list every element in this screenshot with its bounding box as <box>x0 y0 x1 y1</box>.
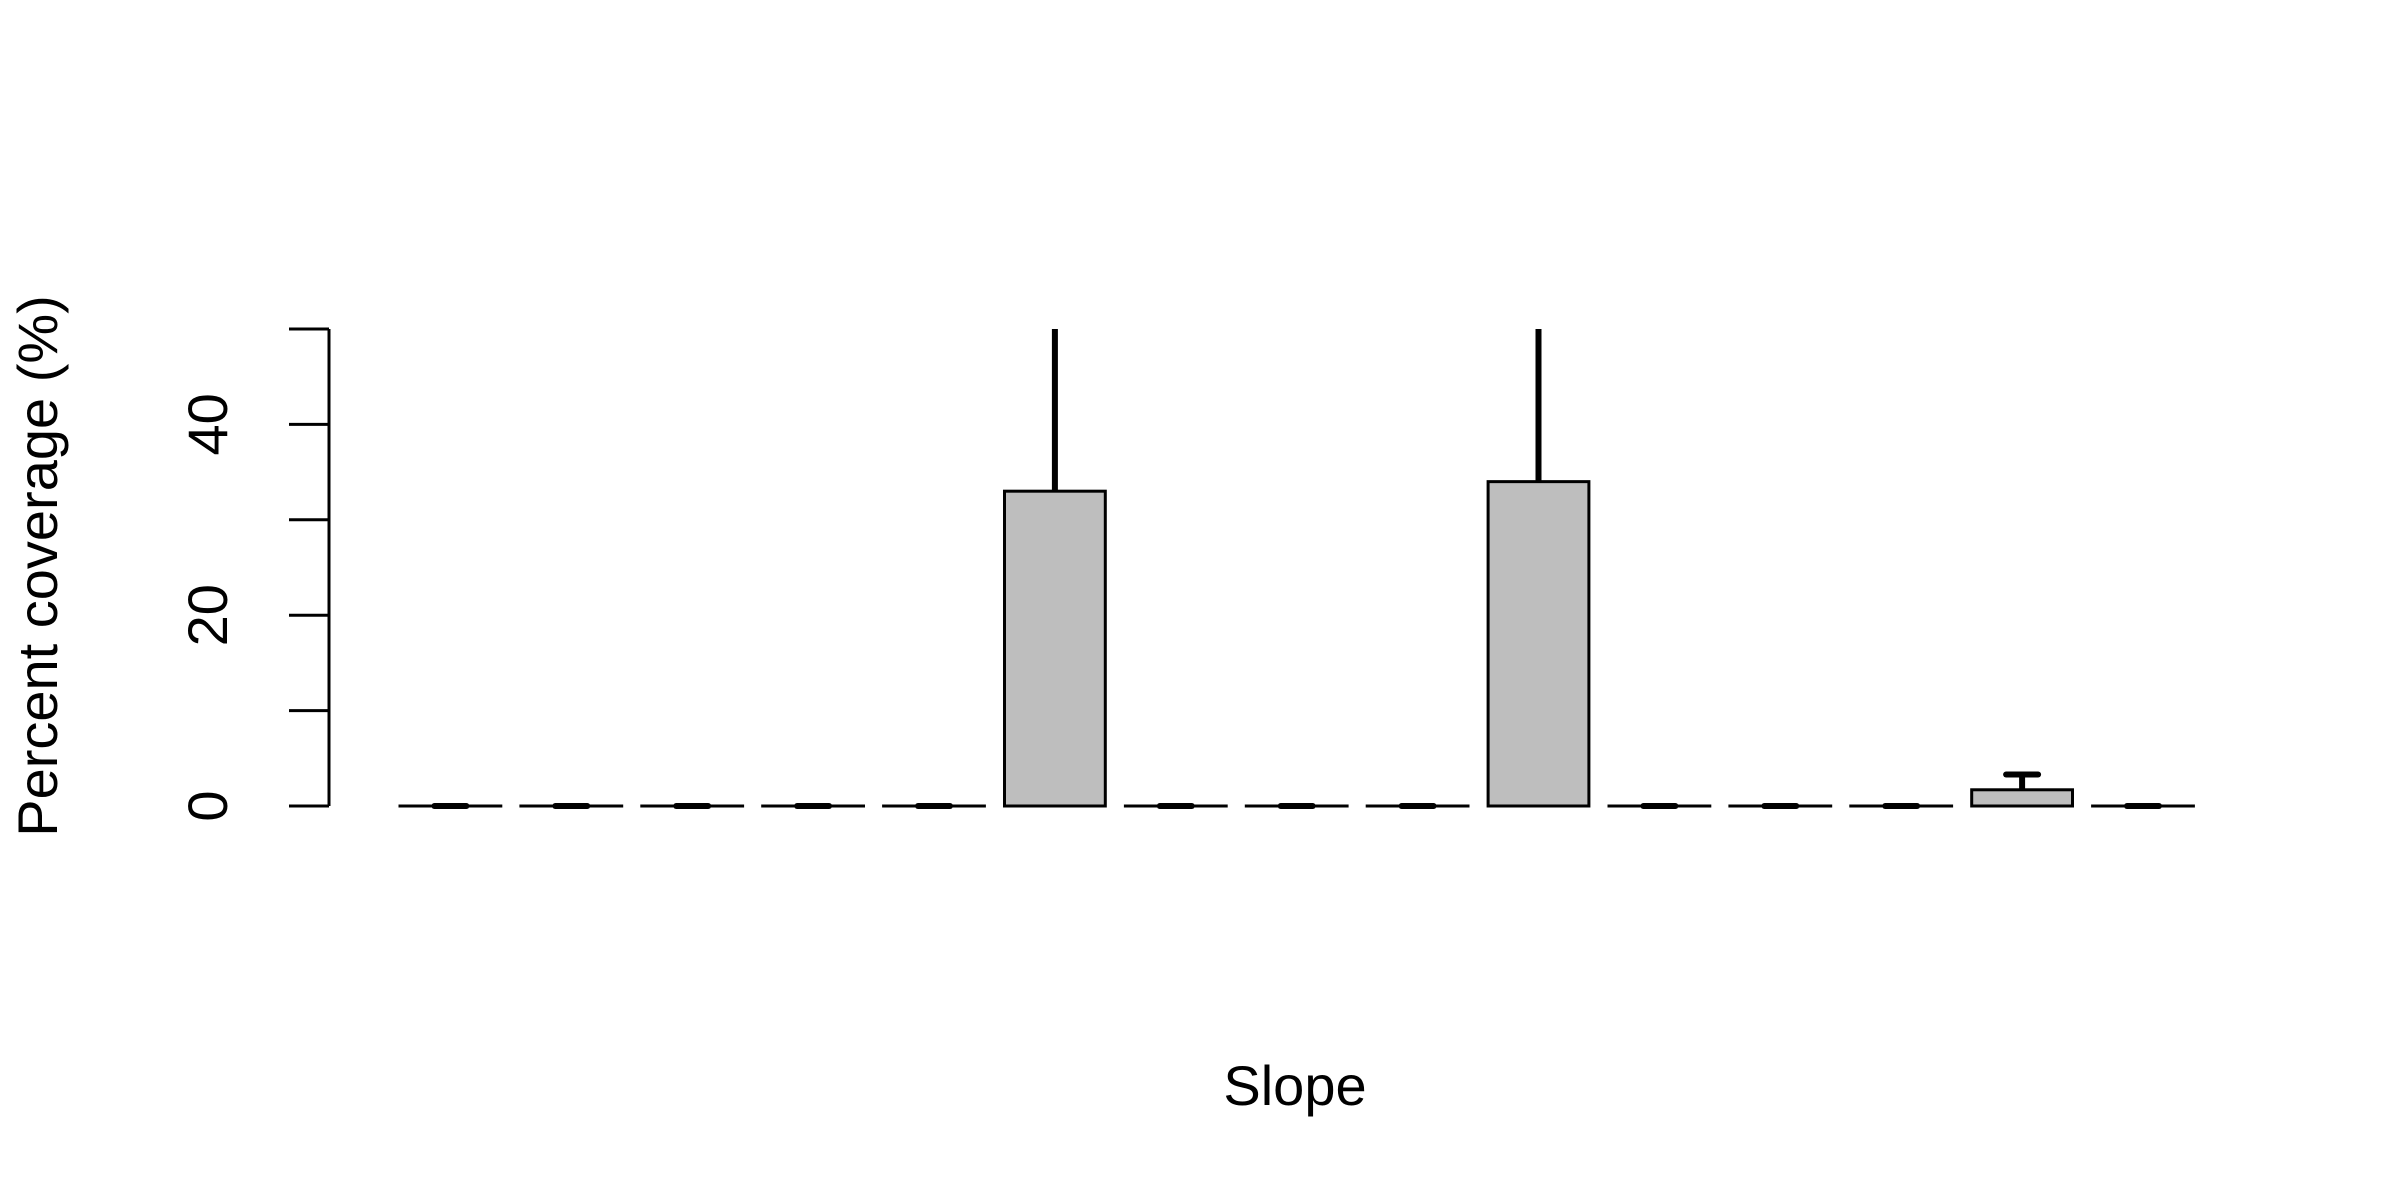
y-tick-label: 20 <box>176 584 239 646</box>
y-axis-label: Percent coverage (%) <box>6 295 69 837</box>
y-tick-label: 40 <box>176 393 239 455</box>
bar <box>1970 788 2074 808</box>
bar <box>1486 480 1591 808</box>
bar <box>1003 489 1107 808</box>
y-tick-label: 0 <box>176 790 239 821</box>
x-axis-label: Slope <box>1223 1054 1366 1117</box>
error-bar <box>2003 771 2042 790</box>
